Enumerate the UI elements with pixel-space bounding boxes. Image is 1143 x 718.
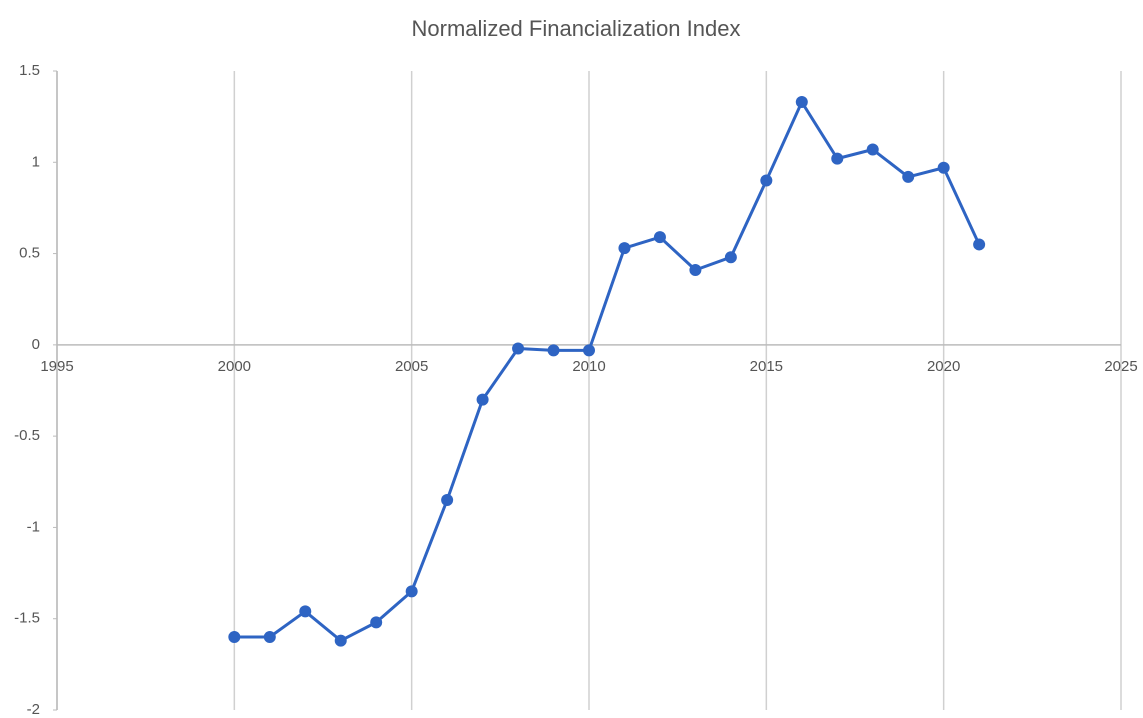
point xyxy=(973,238,986,251)
x-tick-label: 2025 xyxy=(1104,358,1137,375)
y-tick-label: -1 xyxy=(27,518,40,535)
point xyxy=(653,231,666,244)
point xyxy=(902,170,915,183)
point xyxy=(760,174,773,187)
point xyxy=(370,616,383,629)
point xyxy=(831,152,844,165)
point xyxy=(618,242,631,255)
y-tick-label: -1.5 xyxy=(14,610,40,627)
point xyxy=(441,494,454,507)
point xyxy=(689,264,702,277)
y-tick-label: 1.5 xyxy=(19,62,40,79)
y-tick-label: 0.5 xyxy=(19,245,40,262)
x-tick-label: 2010 xyxy=(572,358,605,375)
y-tick-label: -2 xyxy=(27,701,40,718)
point xyxy=(583,344,595,357)
point xyxy=(866,143,879,156)
point xyxy=(547,344,560,357)
x-tick-label: 2000 xyxy=(218,358,251,375)
point xyxy=(937,161,950,174)
point xyxy=(476,393,489,406)
point xyxy=(263,630,276,643)
point xyxy=(724,251,737,264)
x-tick-label: 2020 xyxy=(927,358,960,375)
series-line xyxy=(234,100,981,643)
x-tick-label: 2005 xyxy=(395,358,428,375)
point xyxy=(405,585,418,598)
y-tick-label: -0.5 xyxy=(14,427,40,444)
y-tick-label: 1 xyxy=(32,153,40,170)
y-tick-label: 0 xyxy=(32,336,40,353)
chart-title: Normalized Financialization Index xyxy=(412,16,741,41)
point xyxy=(334,634,347,647)
point xyxy=(512,342,525,355)
point xyxy=(299,605,312,618)
point xyxy=(795,96,808,109)
point xyxy=(228,630,241,643)
x-tick-label: 2015 xyxy=(750,358,783,375)
